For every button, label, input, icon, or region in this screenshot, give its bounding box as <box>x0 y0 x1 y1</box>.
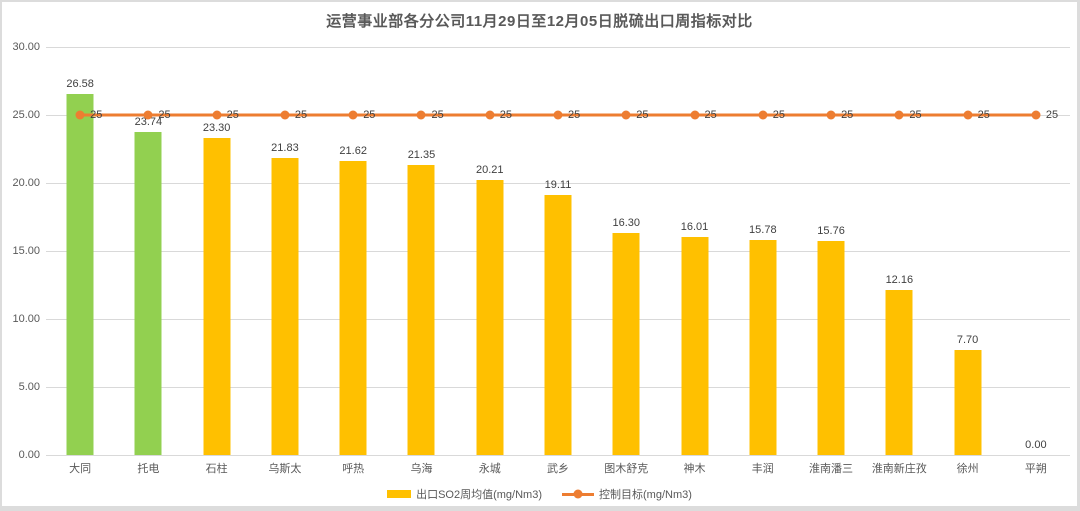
gridline <box>46 182 1070 184</box>
target-marker-icon <box>143 110 153 120</box>
bar <box>544 195 572 455</box>
target-marker-icon <box>212 110 222 120</box>
chart-title: 运营事业部各分公司11月29日至12月05日脱硫出口周指标对比 <box>326 13 753 30</box>
bar-value-label: 23.74 <box>134 116 163 129</box>
bar-value-label: 7.70 <box>956 334 979 347</box>
target-value-label: 25 <box>431 108 444 121</box>
target-value-label: 25 <box>568 108 581 121</box>
target-value-label: 25 <box>909 108 922 121</box>
legend-label-line-series: 控制目标(mg/Nm3) <box>599 489 692 501</box>
bar-value-label: 26.58 <box>66 77 94 90</box>
target-marker-icon <box>485 110 495 120</box>
x-tick-label: 淮南潘三 <box>809 463 854 475</box>
x-tick-label: 石柱 <box>205 463 228 475</box>
bar <box>203 138 231 455</box>
target-marker-icon <box>280 110 290 120</box>
target-marker-icon <box>758 110 768 120</box>
target-value-label: 25 <box>90 108 103 121</box>
x-tick-label: 丰润 <box>751 463 774 475</box>
bar <box>407 164 435 455</box>
y-tick-label: 0.00 <box>18 449 40 461</box>
bar <box>612 233 640 455</box>
x-tick-label: 永城 <box>478 463 501 475</box>
target-value-label: 25 <box>977 108 990 121</box>
target-marker-icon <box>963 110 973 120</box>
x-tick-label: 平朔 <box>1024 463 1047 475</box>
bar-series-swatch-icon <box>387 490 412 498</box>
bar-value-label: 16.01 <box>680 221 709 234</box>
target-marker-icon <box>1031 110 1041 120</box>
x-tick-label: 呼热 <box>342 463 365 475</box>
bar <box>339 160 367 455</box>
legend-item-bar-series: 出口SO2周均值(mg/Nm3) <box>387 486 542 502</box>
target-value-label: 25 <box>294 108 308 121</box>
bar <box>749 240 777 455</box>
target-value-label: 25 <box>704 108 717 121</box>
target-value-label: 25 <box>841 108 854 121</box>
y-tick-label: 30.00 <box>12 41 40 53</box>
bar-value-label: 23.30 <box>202 122 231 135</box>
target-marker-icon <box>690 110 700 120</box>
y-tick-label: 25.00 <box>12 108 40 121</box>
bar-value-label: 21.83 <box>271 142 299 155</box>
bar <box>681 237 709 455</box>
target-value-label: 25 <box>772 108 786 121</box>
bar-value-label: 12.16 <box>885 273 914 286</box>
bar-value-label: 0.00 <box>1025 439 1047 451</box>
bar-value-label: 21.35 <box>407 148 436 161</box>
bar-value-label: 19.11 <box>544 179 572 192</box>
target-marker-icon <box>416 110 426 120</box>
target-value-label: 25 <box>636 108 649 121</box>
bar <box>954 350 982 455</box>
x-tick-label: 大同 <box>69 463 92 475</box>
target-marker-icon <box>621 110 631 120</box>
plot-area: 26.58 23.74 23.30 21.83 21.62 21.35 20.21 19.11… <box>46 47 1070 456</box>
y-tick-label: 10.00 <box>12 312 40 325</box>
bar <box>885 289 913 455</box>
y-tick-label: 5.00 <box>18 381 40 393</box>
bar <box>66 93 94 455</box>
target-marker-icon <box>826 110 836 120</box>
target-value-label: 25 <box>499 108 512 121</box>
bar-value-label: 15.76 <box>817 224 845 237</box>
y-tick-label: 15.00 <box>12 245 40 257</box>
y-tick-label: 20.00 <box>12 176 40 189</box>
bar-value-label: 16.30 <box>612 217 641 230</box>
bar <box>476 180 504 455</box>
target-marker-icon <box>894 110 904 120</box>
target-marker-icon <box>348 110 358 120</box>
gridline <box>46 47 1070 48</box>
target-value-label: 25 <box>226 108 239 121</box>
line-series-swatch-icon <box>562 489 594 499</box>
y-axis: 30.00 25.00 20.00 15.00 10.00 5.00 0.00 <box>2 41 42 461</box>
bar-value-label: 20.21 <box>475 164 504 177</box>
target-value-label: 25 <box>158 108 171 121</box>
target-value-label: 25 <box>363 108 376 121</box>
bar-value-label: 21.62 <box>339 144 367 157</box>
legend-label-bar-series: 出口SO2周均值(mg/Nm3) <box>416 489 542 501</box>
bar <box>134 132 162 455</box>
bar-value-label: 15.78 <box>749 224 777 237</box>
x-tick-label: 神木 <box>683 463 706 475</box>
legend: 出口SO2周均值(mg/Nm3) 控制目标(mg/Nm3) <box>2 486 1077 502</box>
bar <box>817 240 845 455</box>
target-marker-icon <box>553 110 563 120</box>
x-tick-label: 图木舒克 <box>604 463 649 475</box>
gridline <box>46 455 1070 456</box>
x-tick-label: 托电 <box>137 463 160 475</box>
legend-item-line-series: 控制目标(mg/Nm3) <box>562 486 692 502</box>
x-tick-label: 乌海 <box>410 463 433 475</box>
x-tick-label: 淮南新庄孜 <box>871 463 927 475</box>
x-axis: 大同 托电 石柱 乌斯太 呼热 乌海 永城 武乡 图木舒克 神木 丰润 淮南潘三 淮南新庄孜 徐州 平朔 <box>46 460 1070 476</box>
target-marker-icon <box>75 110 85 120</box>
target-value-label: 25 <box>1045 108 1059 121</box>
x-tick-label: 乌斯太 <box>268 463 302 475</box>
x-tick-label: 徐州 <box>956 463 979 475</box>
x-tick-label: 武乡 <box>546 463 569 475</box>
bar <box>271 158 299 455</box>
